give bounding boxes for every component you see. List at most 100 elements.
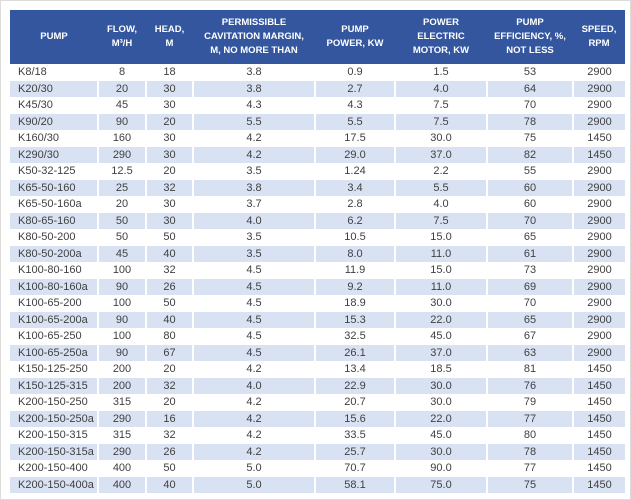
cell-flow: 50	[97, 229, 146, 246]
cell-speed: 2900	[572, 262, 625, 279]
table-row: K160/30 160 30 4.2 17.5 30.0 75 1450	[10, 130, 625, 147]
cell-efficiency: 64	[486, 80, 573, 97]
cell-speed: 2900	[572, 245, 625, 262]
header-row: PUMP FLOW, M³/H HEAD, M PERMISSIBLE CAVI…	[10, 10, 625, 64]
cell-pump-power: 33.5	[314, 427, 395, 444]
cell-motor-power: 11.0	[394, 245, 487, 262]
cell-motor-power: 11.0	[394, 278, 487, 295]
column-header-cavitation-margin: PERMISSIBLE CAVITATION MARGIN, M, NO MOR…	[193, 10, 315, 64]
cell-pump: K80-50-200	[10, 229, 98, 246]
cell-pump: K8/18	[10, 64, 98, 81]
cell-efficiency: 70	[486, 295, 573, 312]
table-row: K100-65-250a 90 67 4.5 26.1 37.0 63 2900	[10, 344, 625, 361]
cell-speed: 1450	[572, 361, 625, 378]
cell-cavitation-margin: 4.2	[192, 410, 315, 427]
cell-head: 26	[145, 278, 193, 295]
cell-motor-power: 30.0	[394, 394, 487, 411]
cell-flow: 12.5	[97, 163, 146, 180]
cell-pump-power: 17.5	[314, 130, 395, 147]
cell-speed: 2900	[572, 212, 625, 229]
cell-motor-power: 7.5	[394, 113, 487, 130]
cell-cavitation-margin: 4.5	[192, 328, 315, 345]
cell-head: 67	[145, 344, 193, 361]
cell-efficiency: 53	[486, 64, 573, 81]
table-row: K100-80-160a 90 26 4.5 9.2 11.0 69 2900	[10, 278, 625, 295]
cell-head: 50	[145, 229, 193, 246]
cell-head: 30	[145, 80, 193, 97]
table-row: K20/30 20 30 3.8 2.7 4.0 64 2900	[10, 80, 625, 97]
cell-head: 32	[145, 179, 193, 196]
cell-pump: K200-150-250	[10, 394, 98, 411]
table-row: K200-150-250 315 20 4.2 20.7 30.0 79 1450	[10, 394, 625, 411]
column-header-efficiency: PUMP EFFICIENCY, %, NOT LESS	[487, 10, 573, 64]
cell-head: 30	[145, 196, 193, 213]
table-row: K90/20 90 20 5.5 5.5 7.5 78 2900	[10, 113, 625, 130]
column-header-pump-power: PUMP POWER, KW	[315, 10, 395, 64]
cell-motor-power: 30.0	[394, 130, 487, 147]
cell-cavitation-margin: 5.0	[192, 460, 315, 477]
cell-speed: 2900	[572, 179, 625, 196]
cell-pump-power: 29.0	[314, 146, 395, 163]
cell-pump: K100-80-160a	[10, 278, 98, 295]
cell-motor-power: 30.0	[394, 377, 487, 394]
cell-flow: 90	[97, 113, 146, 130]
cell-efficiency: 70	[486, 97, 573, 114]
cell-pump: K200-150-400a	[10, 476, 98, 493]
cell-motor-power: 1.5	[394, 64, 487, 81]
cell-efficiency: 61	[486, 245, 573, 262]
cell-cavitation-margin: 4.5	[192, 278, 315, 295]
cell-cavitation-margin: 3.8	[192, 80, 315, 97]
cell-motor-power: 15.0	[394, 262, 487, 279]
cell-pump: K150-125-315	[10, 377, 98, 394]
cell-flow: 315	[97, 394, 146, 411]
cell-flow: 290	[97, 410, 146, 427]
cell-motor-power: 7.5	[394, 97, 487, 114]
cell-efficiency: 77	[486, 460, 573, 477]
cell-motor-power: 22.0	[394, 410, 487, 427]
cell-head: 40	[145, 311, 193, 328]
cell-speed: 2900	[572, 113, 625, 130]
cell-speed: 1450	[572, 394, 625, 411]
table-row: K200-150-400 400 50 5.0 70.7 90.0 77 1450	[10, 460, 625, 477]
cell-flow: 90	[97, 278, 146, 295]
cell-cavitation-margin: 4.3	[192, 97, 315, 114]
cell-head: 18	[145, 64, 193, 81]
cell-speed: 2900	[572, 328, 625, 345]
cell-speed: 1450	[572, 443, 625, 460]
pump-spec-table: PUMP FLOW, M³/H HEAD, M PERMISSIBLE CAVI…	[10, 10, 625, 493]
cell-efficiency: 78	[486, 113, 573, 130]
cell-flow: 20	[97, 80, 146, 97]
cell-pump-power: 15.6	[314, 410, 395, 427]
cell-head: 30	[145, 146, 193, 163]
cell-flow: 290	[97, 443, 146, 460]
cell-head: 40	[145, 245, 193, 262]
cell-efficiency: 75	[486, 476, 573, 493]
cell-head: 30	[145, 130, 193, 147]
cell-speed: 2900	[572, 64, 625, 81]
column-header-pump: PUMP	[10, 10, 98, 64]
cell-flow: 50	[97, 212, 146, 229]
cell-pump-power: 20.7	[314, 394, 395, 411]
cell-head: 16	[145, 410, 193, 427]
cell-speed: 2900	[572, 163, 625, 180]
cell-flow: 200	[97, 361, 146, 378]
table-row: K80-50-200a 45 40 3.5 8.0 11.0 61 2900	[10, 245, 625, 262]
cell-pump-power: 18.9	[314, 295, 395, 312]
table-row: K65-50-160a 20 30 3.7 2.8 4.0 60 2900	[10, 196, 625, 213]
cell-head: 20	[145, 361, 193, 378]
table-row: K80-65-160 50 30 4.0 6.2 7.5 70 2900	[10, 212, 625, 229]
cell-cavitation-margin: 3.8	[192, 179, 315, 196]
cell-pump: K200-150-315a	[10, 443, 98, 460]
cell-pump-power: 8.0	[314, 245, 395, 262]
cell-flow: 45	[97, 245, 146, 262]
cell-head: 32	[145, 427, 193, 444]
cell-pump: K200-150-400	[10, 460, 98, 477]
table-row: K100-65-200a 90 40 4.5 15.3 22.0 65 2900	[10, 311, 625, 328]
cell-cavitation-margin: 4.5	[192, 295, 315, 312]
cell-cavitation-margin: 4.2	[192, 361, 315, 378]
cell-speed: 1450	[572, 377, 625, 394]
cell-pump: K80-50-200a	[10, 245, 98, 262]
cell-speed: 1450	[572, 460, 625, 477]
cell-flow: 100	[97, 328, 146, 345]
cell-flow: 315	[97, 427, 146, 444]
